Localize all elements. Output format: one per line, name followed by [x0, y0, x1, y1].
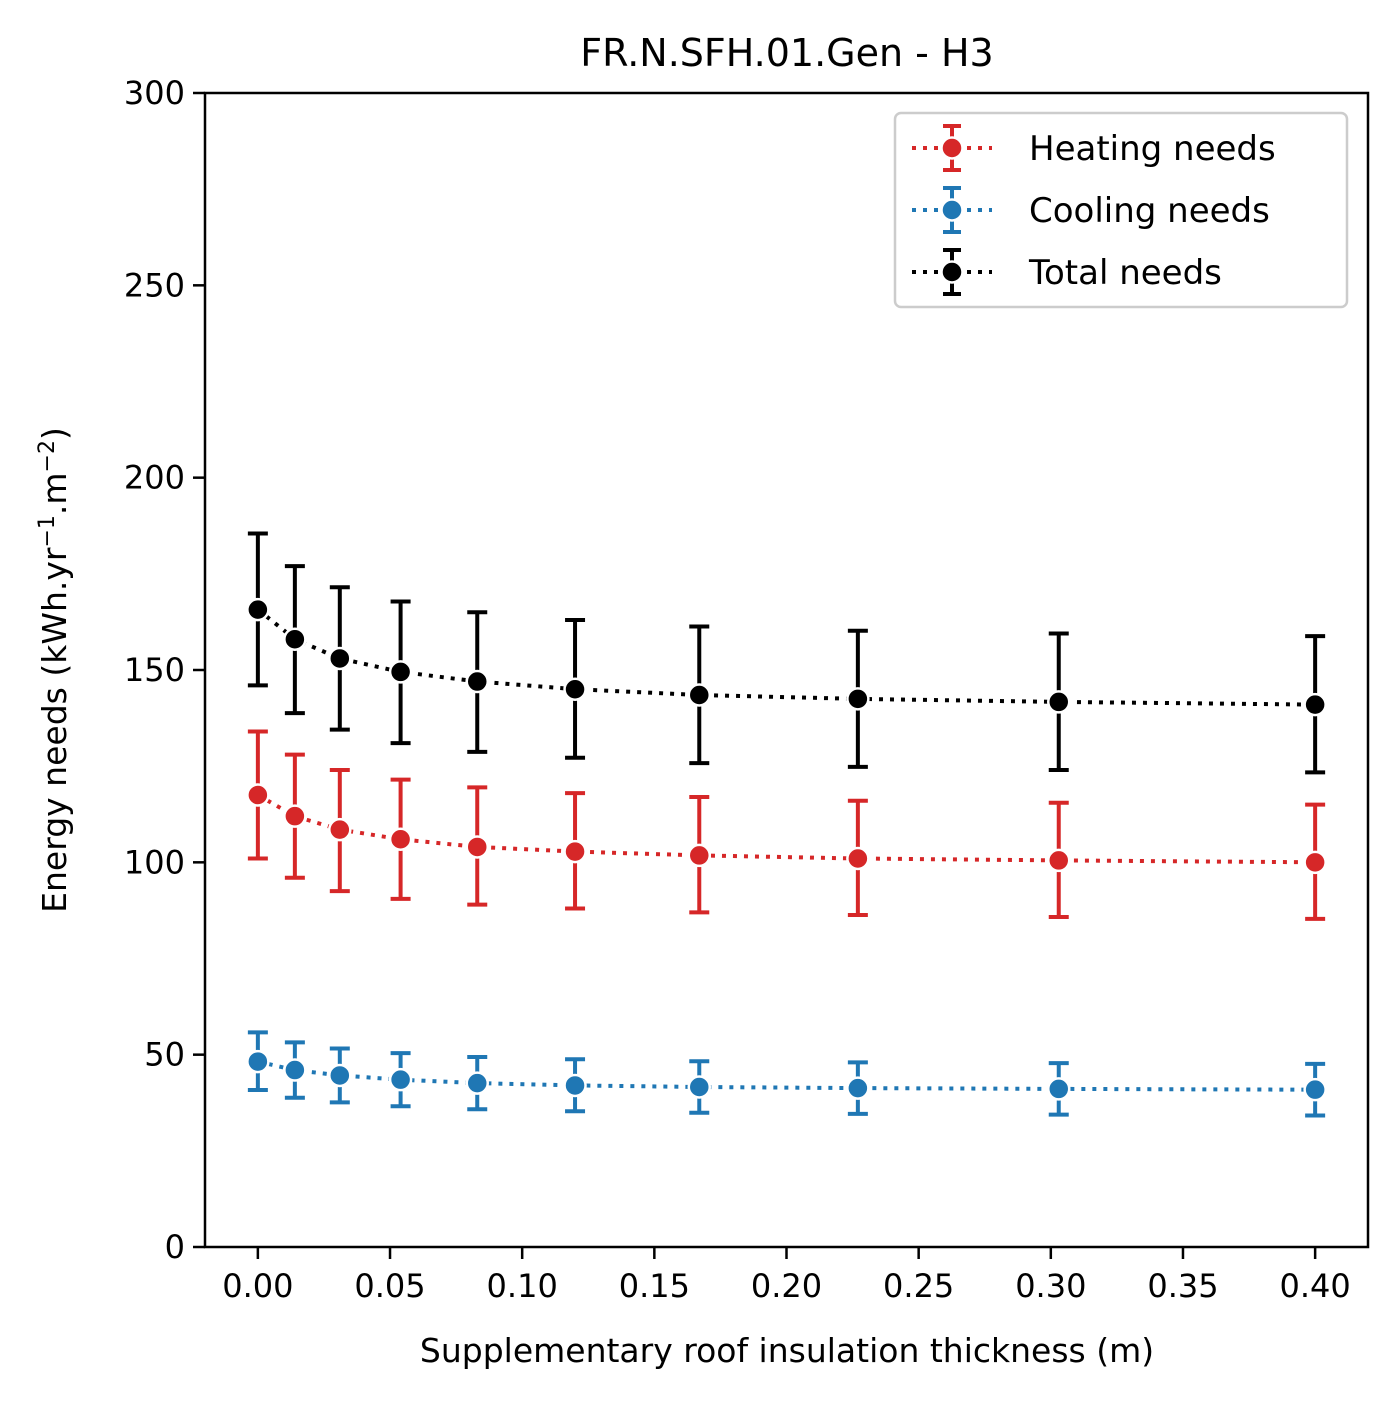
legend-label: Total needs [1028, 253, 1222, 293]
y-axis-label-end: ) [35, 427, 74, 440]
data-point [465, 1071, 489, 1095]
data-point [283, 1058, 307, 1082]
legend-box [893, 111, 1349, 309]
x-tick-label: 0.35 [1147, 1267, 1218, 1305]
data-point [388, 660, 413, 684]
legend-item-1: Heating needs [912, 124, 1276, 172]
data-point [388, 1067, 413, 1092]
data-point [465, 669, 489, 694]
y-tick-label: 50 [144, 1036, 185, 1074]
data-point [1046, 690, 1071, 714]
legend-label: Heating needs [1029, 129, 1276, 169]
y-axis-label-mid: .m [35, 472, 74, 515]
data-point [246, 597, 270, 622]
y-tick-label: 150 [124, 651, 185, 689]
x-tick-label: 0.25 [883, 1267, 954, 1305]
data-point [687, 683, 712, 707]
y-tick-label: 0 [165, 1228, 185, 1266]
data-point [1046, 848, 1071, 873]
data-point [328, 1063, 352, 1088]
series-3 [246, 531, 1327, 775]
plot-area [246, 531, 1327, 1118]
y-tick-label: 300 [124, 74, 185, 112]
data-point [465, 835, 489, 859]
data-point [388, 827, 413, 852]
legend-label: Cooling needs [1029, 191, 1270, 231]
legend-item-3: Total needs [912, 248, 1222, 296]
x-tick-label: 0.40 [1280, 1267, 1351, 1305]
x-tick-label: 0.30 [1015, 1267, 1086, 1305]
x-tick-label: 0.00 [222, 1267, 293, 1305]
y-tick-label: 250 [124, 266, 185, 304]
x-tick-label: 0.15 [619, 1267, 690, 1305]
data-point [246, 783, 270, 807]
legend-marker [940, 260, 964, 284]
legend-item-2: Cooling needs [912, 186, 1270, 234]
legend: Heating needs Cooling needs Total needs [893, 111, 1349, 309]
data-point [328, 817, 352, 842]
y-axis-label-main: Energy needs (kWh.yr [35, 547, 74, 913]
data-point [1046, 1077, 1071, 1101]
data-point [563, 1073, 587, 1098]
data-point [283, 804, 307, 828]
y-tick-label: 100 [124, 843, 185, 881]
x-tick-label: 0.05 [354, 1267, 425, 1305]
axes: 0.00 0.05 0.10 0.15 0.20 0.25 0.30 0.35 0.40 0 50 1… [124, 74, 1370, 1305]
series-line [256, 793, 1316, 865]
data-point [283, 627, 307, 651]
series-line [256, 608, 1316, 707]
legend-marker [940, 136, 964, 160]
data-point [563, 677, 587, 701]
x-tick-label: 0.10 [487, 1267, 558, 1305]
data-point [328, 646, 352, 671]
x-tick-label: 0.20 [751, 1267, 822, 1305]
y-axis-label-sup2: −2 [35, 440, 60, 472]
data-point [1303, 1077, 1327, 1102]
data-point [687, 1075, 712, 1099]
series-1 [246, 729, 1327, 921]
chart-title: FR.N.SFH.01.Gen - H3 [580, 31, 993, 75]
y-axis-label: Energy needs (kWh.yr−1.m−2) [35, 427, 74, 913]
data-point [1303, 692, 1327, 717]
data-point [846, 1076, 870, 1100]
data-point [687, 843, 712, 868]
data-point [246, 1049, 270, 1074]
data-point [846, 687, 870, 711]
x-axis-label: Supplementary roof insulation thickness … [420, 1331, 1154, 1370]
y-axis-label-sup1: −1 [35, 515, 60, 547]
data-point [1303, 850, 1327, 875]
legend-marker [940, 198, 964, 222]
data-point [846, 846, 870, 871]
series-2 [246, 1030, 1327, 1118]
data-point [563, 839, 587, 864]
y-tick-label: 200 [124, 459, 185, 497]
